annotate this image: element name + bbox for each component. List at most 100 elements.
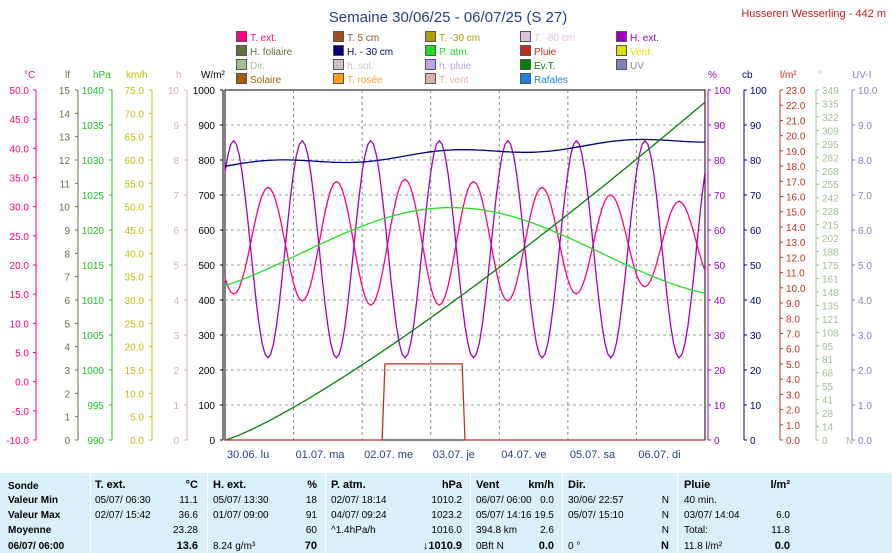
legend-item: T. vent [425, 73, 468, 86]
legend-label: Ev.T. [534, 61, 556, 72]
legend-swatch [333, 59, 344, 70]
axis-label-dir: 242 [822, 194, 839, 205]
axis-unit-leaf: lf [65, 70, 70, 81]
axis-label-solar: 800 [198, 156, 215, 167]
axis-label-rain: 1.0 [786, 421, 800, 432]
axis-label-rain: 5.0 [786, 360, 800, 371]
axis-unit-solar: W/m² [201, 70, 226, 81]
axis-label-temp: 50.0 [10, 86, 30, 97]
legend-item: H. - 30 cm [333, 45, 393, 58]
axis-label-dir: 121 [822, 315, 839, 326]
pluie-total-value: 11.8 [771, 525, 790, 536]
axis-label-rain: 10.0 [786, 284, 806, 295]
pluie-current-sum: 11.8 l/m² [684, 541, 723, 552]
hext-max-value: 91 [305, 510, 317, 521]
axis-unit-dir: ° [818, 70, 822, 81]
axis-label-temp: 0.0 [15, 378, 29, 389]
legend-swatch [333, 45, 344, 56]
legend-label: T. -30 cm [439, 33, 481, 44]
chart-title: Semaine 30/06/25 - 06/07/25 (S 27) [329, 9, 568, 26]
legend-label: H. foliaire [250, 47, 293, 58]
axis-label-uv: 6.0 [858, 226, 872, 237]
axis-label-temp: 15.0 [10, 290, 30, 301]
axis-label-wind: 75.0 [125, 86, 145, 97]
axis-label-hum: 0 [714, 436, 720, 447]
text-current-value: 13.6 [176, 540, 198, 552]
axis-unit-temp: °C [24, 70, 35, 81]
axis-label-cb: 80 [750, 156, 762, 167]
axis-label-rain: 9.0 [786, 299, 800, 310]
axis-label-dir: 148 [822, 288, 839, 299]
axis-label-hours: 3 [173, 331, 179, 342]
axis-label-cb: 90 [750, 121, 762, 132]
legend-item: h. pluie [425, 59, 471, 72]
axis-unit-wind: km/h [126, 70, 148, 81]
stats-col-pluie: Pluie l/m² 40 min. 03/07/ 14:04 6.0 Tota… [677, 473, 796, 553]
stats-col-hext: H. ext. % 05/07/ 13:30 18 01/07/ 09:00 9… [207, 473, 323, 553]
axis-label-leaf: 8 [64, 249, 70, 260]
legend-label: h. sol. [347, 61, 374, 72]
x-tick-label: 05.07. sa [570, 449, 616, 461]
legend-swatch [333, 73, 344, 84]
axis-label-uv: 7.0 [858, 191, 872, 202]
axis-label-dir: 14 [822, 423, 834, 434]
axis-label-leaf: 13 [59, 133, 71, 144]
axis-label-dir: 68 [822, 369, 834, 380]
legend-item: P. atm. [425, 45, 469, 58]
legend-swatch [236, 59, 247, 70]
stats-row-labels: Sonde Valeur Min Valeur Max Moyenne 06/0… [0, 473, 90, 553]
dir-min-date: 30/06/ 22:57 [568, 495, 624, 506]
axis-label-hours: 0 [173, 436, 179, 447]
pluie-header: Pluie [684, 479, 711, 491]
axis-label-hum: 70 [714, 191, 726, 202]
axis-label-dir: 108 [822, 328, 839, 339]
pluie-duration: 40 min. [684, 495, 717, 506]
axis-unit-uv: UV-I [852, 70, 871, 81]
axis-label-wind: 40.0 [125, 249, 145, 260]
hext-max-date: 01/07/ 09:00 [213, 510, 269, 521]
legend-item: Solaire [236, 73, 281, 86]
stats-col-vent: Vent km/h 06/07/ 06:00 0.0 05/07/ 14:16 … [470, 473, 560, 553]
row-label-current: 06/07/ 06:00 [8, 541, 65, 552]
axis-label-leaf: 12 [59, 156, 71, 167]
axis-label-dir: 175 [822, 261, 839, 272]
legend-item: H. foliaire [236, 45, 292, 58]
axis-label-hum: 20 [714, 366, 726, 377]
axis-label-rain: 22.0 [786, 101, 806, 112]
axis-label-rain: 19.0 [786, 147, 806, 158]
axis-label-hours: 4 [173, 296, 179, 307]
axis-label-temp: 40.0 [10, 144, 30, 155]
axis-label-hum: 90 [714, 121, 726, 132]
legend-swatch [236, 45, 247, 56]
dir-max-date: 05/07/ 15:10 [568, 510, 624, 521]
row-label-sonde: Sonde [8, 481, 39, 492]
dir-current-deg: 0 ° [568, 541, 581, 552]
axis-label-uv: 8.0 [858, 156, 872, 167]
axis-label-cb: 50 [750, 261, 762, 272]
axis-label-press: 1005 [82, 331, 105, 342]
axis-label-leaf: 4 [64, 343, 70, 354]
axis-label-temp: 20.0 [10, 261, 30, 272]
legend-swatch [616, 45, 627, 56]
legend-label: UV [630, 61, 644, 72]
stats-table: Sonde Valeur Min Valeur Max Moyenne 06/0… [0, 473, 892, 553]
patm-min-value: 1010.2 [431, 495, 462, 506]
axis-label-press: 1015 [82, 261, 105, 272]
series-line [224, 101, 706, 441]
axis-unit-hours: h [176, 70, 182, 81]
legend-item: UV [616, 59, 644, 72]
axis-label-hum: 30 [714, 331, 726, 342]
patm-current-value: ↓1010.9 [422, 540, 462, 552]
legend-label: T. vent [439, 75, 469, 86]
axis-label-leaf: 2 [64, 389, 70, 400]
axis-label-leaf: 0 [64, 436, 70, 447]
text-min-date: 05/07/ 06:30 [95, 495, 151, 506]
legend-item: H. ext. [616, 31, 659, 44]
axis-label-press: 990 [87, 436, 104, 447]
legend-label: P. atm. [439, 47, 470, 58]
axis-label-dir: 135 [822, 301, 839, 312]
vent-min-value: 0.0 [540, 495, 554, 506]
pluie-total-label: Total: [684, 525, 708, 536]
vent-avg-value: 2.6 [540, 525, 554, 536]
axis-label-press: 995 [87, 401, 104, 412]
